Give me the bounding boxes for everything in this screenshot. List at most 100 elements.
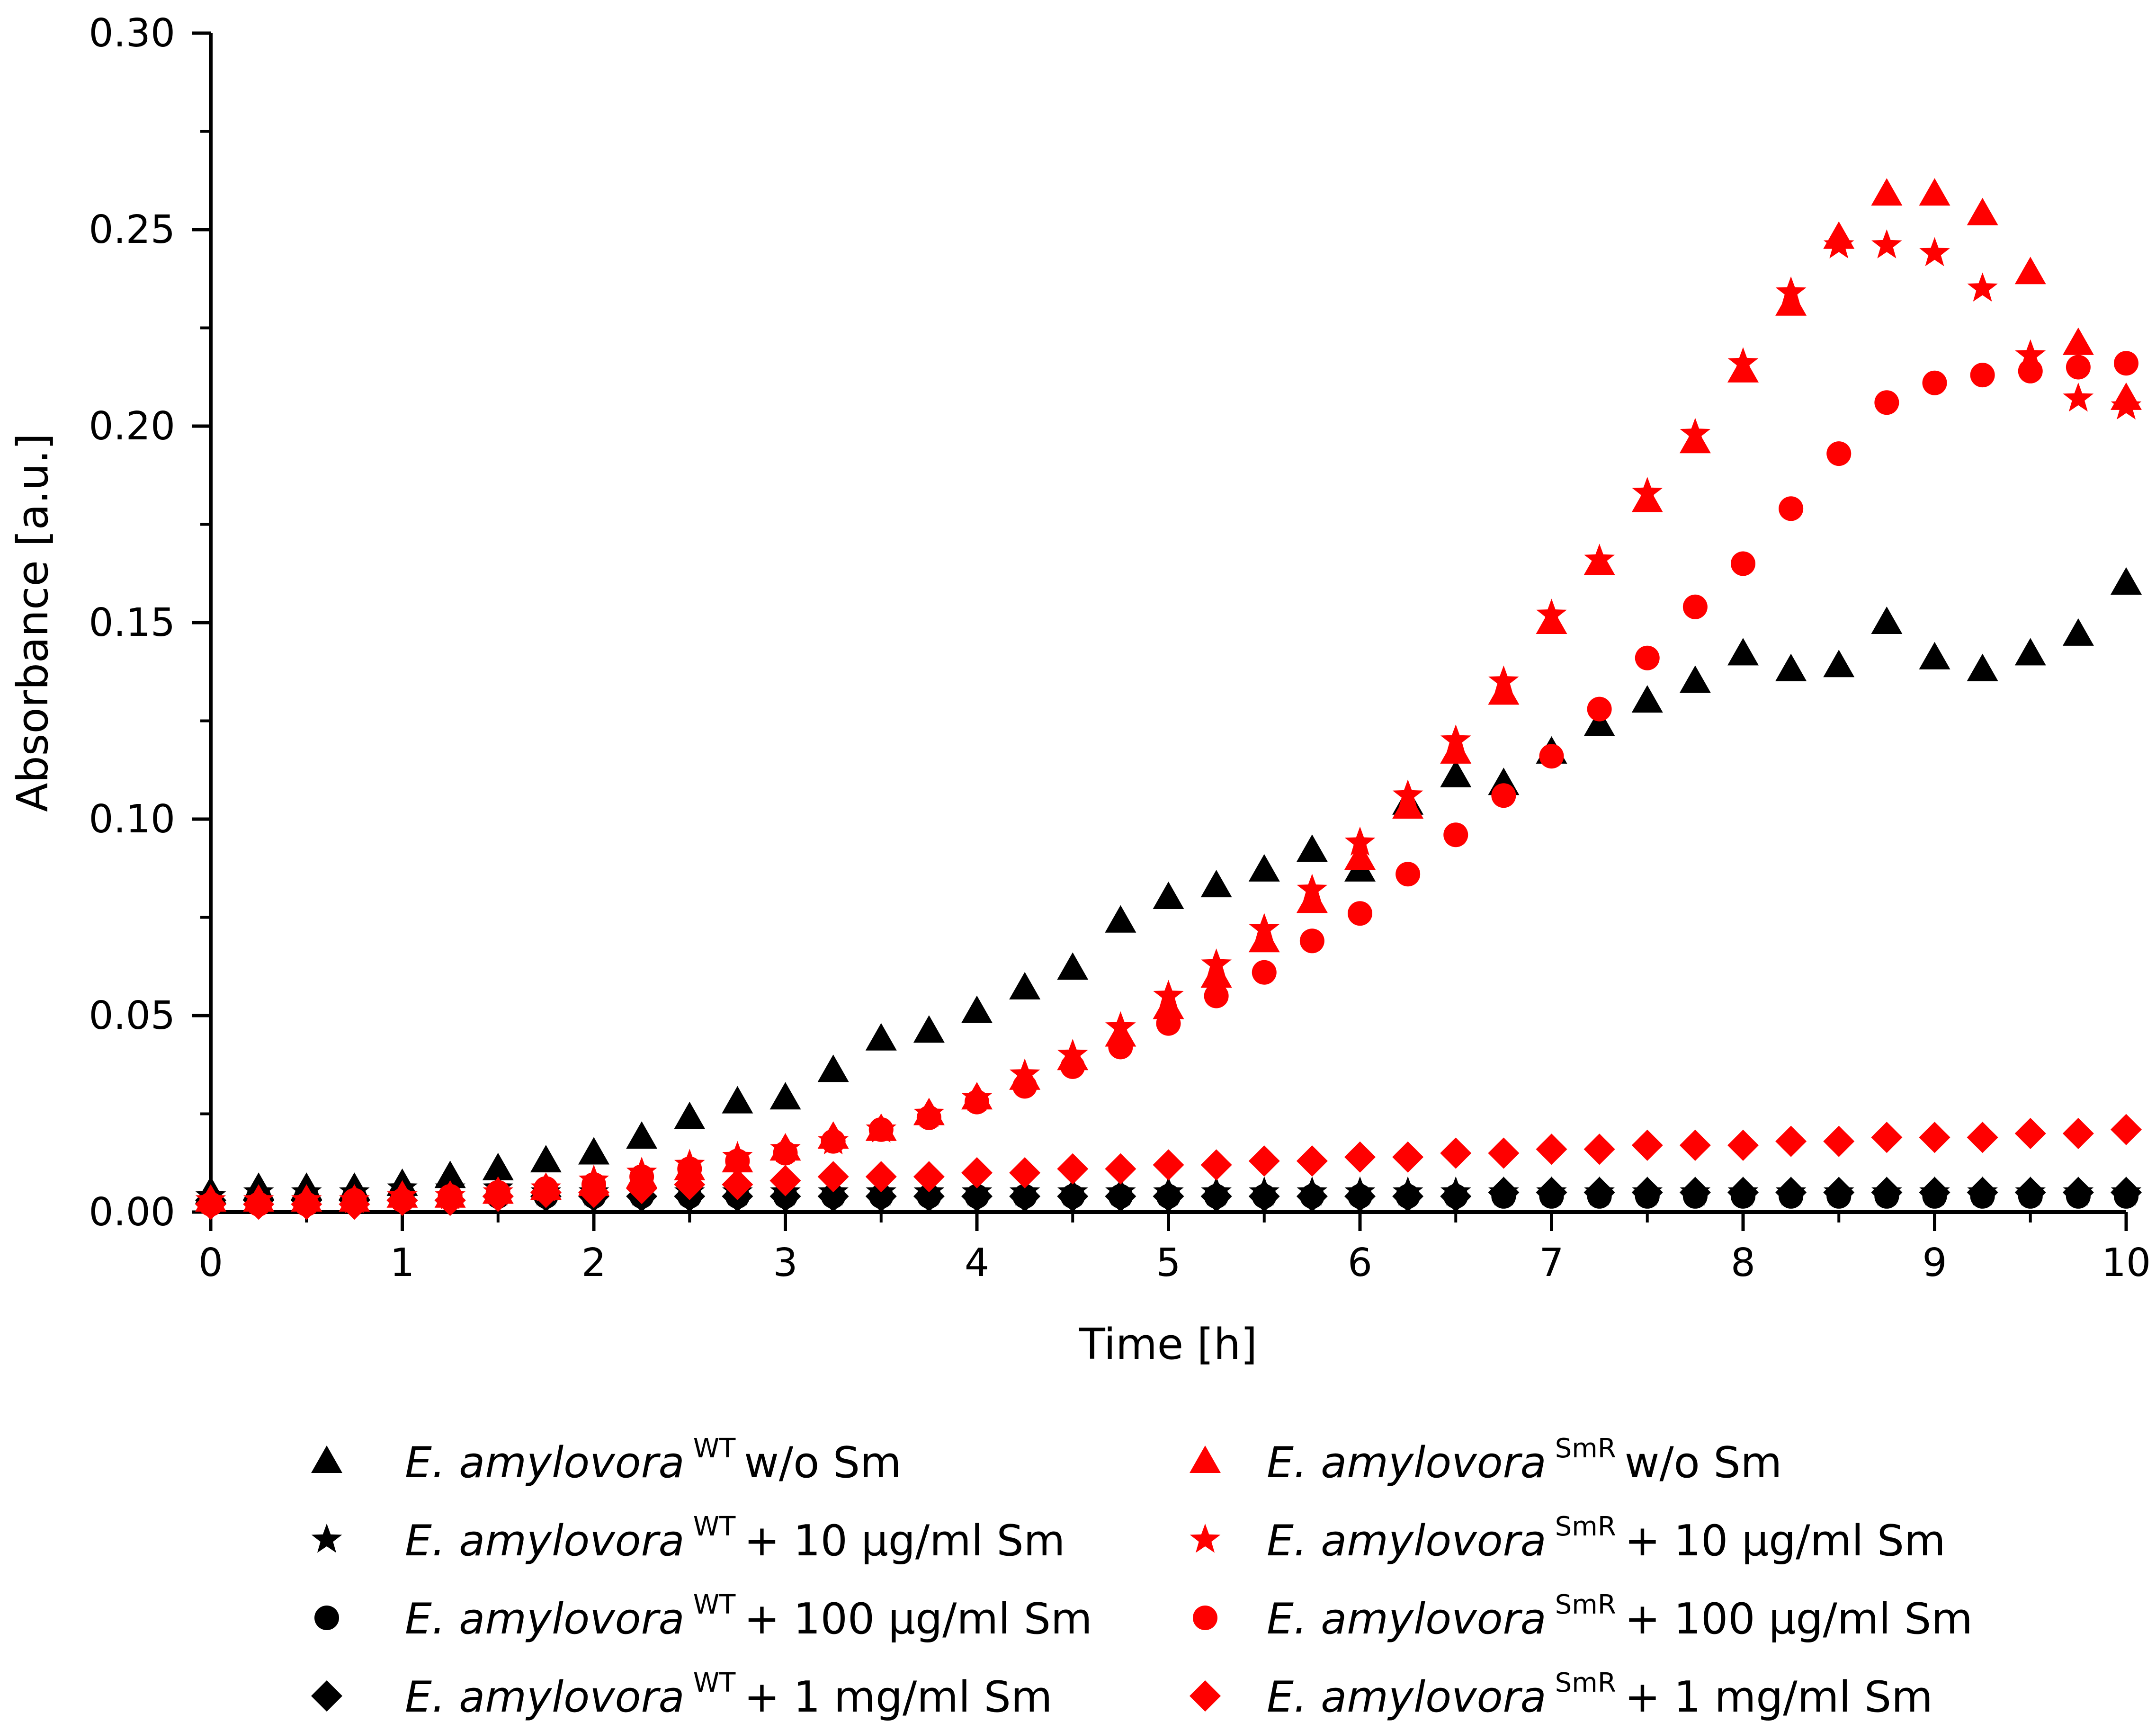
data-point <box>1491 783 1516 808</box>
data-point <box>1105 1180 1136 1212</box>
data-point <box>1060 1054 1085 1079</box>
data-point <box>865 1180 897 1212</box>
data-point <box>1871 178 1903 206</box>
legend-organism: E. amylovora <box>405 1672 685 1722</box>
data-point <box>1922 370 1947 395</box>
data-point <box>773 1141 798 1166</box>
data-point <box>1344 1180 1376 1212</box>
data-point <box>1440 759 1472 787</box>
data-point <box>2062 1177 2094 1208</box>
data-point <box>2014 257 2046 285</box>
data-point <box>1539 744 1564 769</box>
legend-treatment: + 1 mg/ml Sm <box>1625 1672 1933 1722</box>
legend-organism: E. amylovora <box>1267 1516 1547 1566</box>
data-point <box>1727 1129 1759 1161</box>
data-point <box>482 1180 514 1212</box>
legend-item-smr-10: E. amylovora SmR + 10 µg/ml Sm <box>1190 1511 1946 1566</box>
data-point <box>1153 991 1184 1019</box>
data-point <box>1440 1137 1472 1169</box>
legend-marker <box>311 1524 342 1553</box>
data-point <box>1679 1177 1711 1208</box>
data-point <box>1631 1177 1663 1208</box>
data-point <box>1396 862 1421 887</box>
data-point <box>2018 358 2043 384</box>
data-point <box>1252 960 1277 985</box>
data-point <box>2111 390 2142 419</box>
data-point <box>961 1157 993 1188</box>
data-point <box>1204 983 1229 1008</box>
data-point <box>1392 791 1424 819</box>
legend-organism: E. amylovora <box>405 1516 685 1566</box>
data-point <box>2111 1177 2142 1208</box>
x-tick-label: 0 <box>198 1240 223 1285</box>
data-point <box>1826 441 1852 466</box>
data-point <box>1970 363 1995 388</box>
x-tick-label: 9 <box>1922 1240 1947 1285</box>
data-point <box>817 1054 849 1082</box>
legend-strain: WT <box>693 1589 736 1620</box>
data-point <box>1488 677 1520 705</box>
legend-label: E. amylovora WT w/o Sm <box>405 1433 902 1488</box>
legend-treatment: + 100 µg/ml Sm <box>1625 1594 1973 1644</box>
y-tick-label: 0.05 <box>89 993 175 1038</box>
legend-strain: SmR <box>1555 1511 1616 1542</box>
data-point <box>1248 1180 1280 1212</box>
data-point <box>1153 980 1184 1009</box>
data-point <box>1344 842 1376 870</box>
data-point <box>1583 708 1615 736</box>
data-point <box>1153 1149 1184 1181</box>
data-point <box>913 1015 945 1043</box>
x-tick-label: 2 <box>581 1240 606 1285</box>
data-point <box>674 1101 706 1129</box>
legend-strain: SmR <box>1555 1668 1616 1698</box>
data-point <box>1823 650 1855 678</box>
data-point <box>821 1129 846 1154</box>
data-point <box>1919 178 1950 206</box>
data-point <box>1344 826 1376 856</box>
legend-marker <box>314 1606 339 1630</box>
data-point <box>868 1117 894 1142</box>
data-point <box>1200 1149 1232 1181</box>
x-tick-label: 5 <box>1156 1240 1181 1285</box>
data-point <box>530 1177 562 1208</box>
data-point <box>1440 724 1471 754</box>
y-tick-label: 0.10 <box>89 797 175 842</box>
data-point <box>1584 544 1615 573</box>
data-point <box>817 1161 849 1193</box>
data-point <box>195 1188 226 1220</box>
data-point <box>578 1137 609 1165</box>
data-point <box>961 995 993 1023</box>
x-tick-label: 3 <box>773 1240 797 1285</box>
legend-marker <box>311 1680 342 1712</box>
legend-treatment: + 100 µg/ml Sm <box>744 1594 1092 1644</box>
data-point <box>1105 905 1136 933</box>
data-point <box>339 1188 370 1220</box>
data-point <box>243 1188 275 1220</box>
data-point <box>1296 1145 1328 1177</box>
data-point <box>1967 197 1998 225</box>
data-point <box>1344 1141 1376 1173</box>
legend-strain: SmR <box>1555 1589 1616 1620</box>
data-point <box>1009 972 1041 999</box>
legend-marker <box>1190 1445 1221 1473</box>
data-point <box>1200 1180 1232 1212</box>
y-axis-label: Absorbance [a.u.] <box>8 433 58 812</box>
data-point <box>1488 1137 1520 1169</box>
data-point <box>1057 1153 1089 1185</box>
data-point <box>1775 1125 1807 1157</box>
legend-label: E. amylovora WT + 1 mg/ml Sm <box>405 1668 1052 1722</box>
data-point <box>1009 1157 1041 1188</box>
data-point <box>1440 736 1472 764</box>
data-point <box>1871 607 1903 634</box>
legend-treatment: + 1 mg/ml Sm <box>744 1672 1052 1722</box>
y-tick-label: 0.20 <box>89 404 175 449</box>
legend-strain: WT <box>693 1511 736 1542</box>
data-point <box>913 1180 945 1212</box>
data-point <box>769 1180 801 1212</box>
data-point <box>1488 665 1519 695</box>
legend-organism: E. amylovora <box>1267 1438 1547 1488</box>
data-point <box>530 1145 562 1173</box>
legend-item-smr-wo: E. amylovora SmR w/o Sm <box>1190 1433 1782 1488</box>
data-point <box>1057 1180 1089 1212</box>
legend-label: E. amylovora SmR + 10 µg/ml Sm <box>1267 1511 1946 1566</box>
